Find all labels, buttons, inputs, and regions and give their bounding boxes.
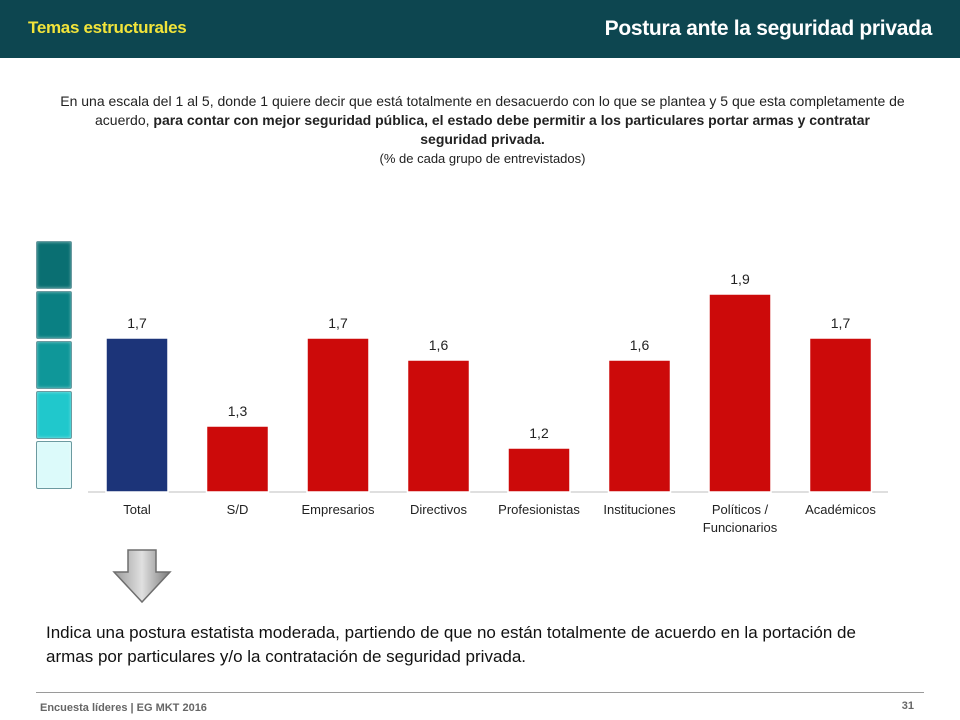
bar [507, 447, 571, 493]
section-tag: Temas estructurales [28, 18, 187, 37]
scale-segment [36, 291, 72, 339]
bar [306, 337, 370, 493]
category-label: Profesionistas [498, 502, 580, 517]
header-bar: Temas estructurales Postura ante la segu… [0, 0, 960, 58]
bar [808, 337, 873, 493]
down-arrow-icon [112, 549, 172, 604]
bar-value-label: 1,7 [328, 315, 348, 331]
bar-value-label: 1,3 [228, 403, 248, 419]
scale-segment [36, 341, 72, 389]
bar [708, 293, 772, 493]
scale-segment [36, 241, 72, 289]
question-intro: En una escala del 1 al 5, donde 1 quiere… [60, 93, 905, 128]
page-number: 31 [901, 700, 914, 712]
bar [607, 359, 672, 493]
category-label: Instituciones [603, 502, 676, 517]
category-label: Directivos [410, 502, 468, 517]
question-note: (% de cada grupo de entrevistados) [379, 151, 586, 166]
bar-value-label: 1,6 [630, 337, 650, 353]
question-emphasis: para contar con mejor seguridad pública,… [153, 112, 870, 147]
bar [406, 359, 471, 493]
bar-value-label: 1,2 [529, 425, 549, 441]
slide-title: Postura ante la seguridad privada [604, 17, 933, 40]
scale-segment [36, 391, 72, 439]
bar-chart: 1,7 Total 1,3 S/D 1,7 Empresarios 1,6 Directivo… [88, 271, 888, 535]
bar [105, 337, 169, 493]
bar-value-label: 1,9 [730, 271, 750, 287]
question-text: En una escala del 1 al 5, donde 1 quiere… [60, 92, 905, 168]
conclusion-text: Indica una postura estatista moderada, p… [46, 623, 856, 666]
bar [205, 425, 270, 493]
category-label: Académicos [805, 502, 876, 517]
bar-value-label: 1,6 [429, 337, 449, 353]
category-label: Empresarios [302, 502, 375, 517]
footer-source: Encuesta líderes | EG MKT 2016 [40, 702, 207, 714]
category-label: Total [123, 502, 151, 517]
bar-value-label: 1,7 [831, 315, 851, 331]
scale-segment [36, 441, 72, 489]
footer-divider [36, 692, 924, 693]
category-label: Políticos / Funcionarios [703, 502, 778, 535]
category-label: S/D [227, 502, 249, 517]
scale-legend [36, 241, 72, 494]
bar-value-label: 1,7 [127, 315, 147, 331]
